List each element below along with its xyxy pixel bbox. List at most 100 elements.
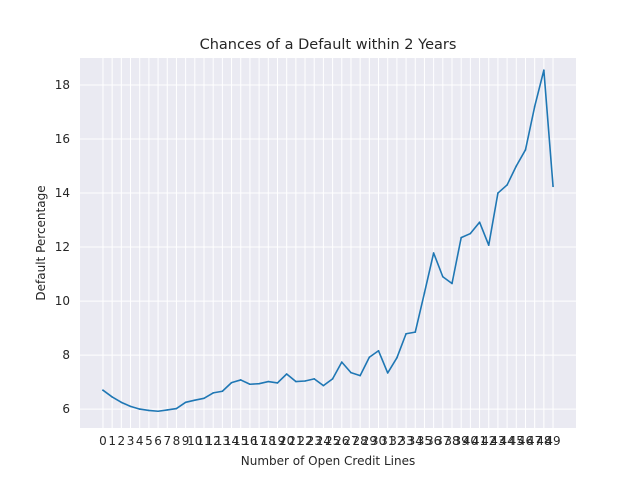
data-point xyxy=(497,192,499,194)
y-tick-label: 14 xyxy=(55,186,70,200)
data-point xyxy=(276,382,279,384)
y-tick-label: 6 xyxy=(62,402,70,416)
data-point xyxy=(340,361,343,363)
x-tick-label: 36 xyxy=(426,434,441,448)
data-point xyxy=(148,409,150,412)
data-point xyxy=(295,380,297,383)
x-tick-label: 1 xyxy=(108,434,116,448)
x-tick-label: 11 xyxy=(196,434,211,448)
x-tick-label: 18 xyxy=(261,434,276,448)
y-tick-label: 16 xyxy=(55,132,70,146)
data-point xyxy=(442,275,444,278)
data-point xyxy=(267,380,270,383)
x-tick-label: 15 xyxy=(233,434,248,448)
data-point xyxy=(432,252,435,254)
x-tick-label: 21 xyxy=(288,434,303,448)
data-point xyxy=(524,149,527,151)
x-tick-label: 5 xyxy=(145,434,153,448)
data-point xyxy=(423,292,426,294)
x-tick-label: 24 xyxy=(316,434,331,448)
data-point xyxy=(386,372,389,374)
x-tick-label: 33 xyxy=(398,434,413,448)
data-point xyxy=(249,383,251,386)
x-tick-label: 26 xyxy=(334,434,349,448)
x-tick-label: 23 xyxy=(307,434,322,448)
x-tick-label: 4 xyxy=(136,434,144,448)
data-point xyxy=(313,378,316,380)
data-point xyxy=(552,185,554,188)
x-tick-label: 9 xyxy=(182,434,190,448)
data-point xyxy=(102,389,104,391)
x-gridlines xyxy=(102,58,554,428)
data-point xyxy=(359,374,361,377)
x-tick-label: 8 xyxy=(173,434,181,448)
data-point xyxy=(111,396,113,398)
x-tick-label: 19 xyxy=(270,434,285,448)
data-point xyxy=(239,379,242,381)
x-tick-label: 20 xyxy=(279,434,294,448)
data-point xyxy=(543,69,545,71)
x-axis-label: Number of Open Credit Lines xyxy=(241,454,415,468)
x-tick-label: 41 xyxy=(472,434,487,448)
data-point xyxy=(350,371,352,374)
data-point xyxy=(460,236,462,239)
chart-title: Chances of a Default within 2 Years xyxy=(200,37,457,53)
data-point xyxy=(331,378,334,380)
x-tick-label: 13 xyxy=(215,434,230,448)
data-point xyxy=(414,331,417,333)
x-tick-label: 39 xyxy=(454,434,469,448)
x-tick-label: 30 xyxy=(371,434,386,448)
x-tick-label: 27 xyxy=(343,434,358,448)
data-point xyxy=(396,356,398,359)
data-point xyxy=(212,392,214,394)
data-point xyxy=(506,184,508,186)
x-tick-label: 42 xyxy=(481,434,496,448)
data-point xyxy=(377,349,380,352)
data-point xyxy=(405,332,407,335)
data-point xyxy=(175,407,178,410)
y-tick-label: 18 xyxy=(55,78,70,92)
x-tick-label: 40 xyxy=(463,434,478,448)
x-tick-label: 49 xyxy=(545,434,560,448)
x-tick-label: 12 xyxy=(206,434,221,448)
y-axis-label: Default Percentage xyxy=(34,185,48,300)
x-tick-label: 14 xyxy=(224,434,239,448)
data-point xyxy=(221,390,224,393)
x-tick-label: 17 xyxy=(251,434,266,448)
data-point xyxy=(203,397,205,400)
x-tick-label: 48 xyxy=(536,434,551,448)
x-tick-label: 7 xyxy=(163,434,171,448)
data-point xyxy=(166,409,169,411)
y-tick-label: 10 xyxy=(55,294,70,308)
x-tick-label: 34 xyxy=(408,434,423,448)
x-tick-label: 3 xyxy=(127,434,135,448)
x-tick-label: 16 xyxy=(242,434,257,448)
data-point xyxy=(478,221,481,223)
y-gridlines xyxy=(80,84,576,410)
data-point xyxy=(515,165,518,167)
data-point xyxy=(230,381,233,384)
x-tick-label: 43 xyxy=(490,434,505,448)
data-point xyxy=(194,399,196,401)
x-tick-label: 35 xyxy=(417,434,432,448)
data-point xyxy=(322,384,325,387)
x-tick-labels: 0 1 2 3 4 5 6 7 8 9101112131415161718192021222324… xyxy=(99,434,561,448)
data-point xyxy=(120,401,123,404)
data-point xyxy=(157,410,159,413)
data-point xyxy=(304,380,306,382)
x-tick-label: 10 xyxy=(187,434,202,448)
y-tick-labels: 6 8 10 12 14 16 18 xyxy=(55,78,70,416)
x-tick-label: 28 xyxy=(353,434,368,448)
x-tick-label: 47 xyxy=(527,434,542,448)
data-point xyxy=(285,373,288,375)
x-tick-label: 38 xyxy=(444,434,459,448)
data-point xyxy=(129,405,132,408)
x-tick-label: 32 xyxy=(389,434,404,448)
data-point xyxy=(469,232,472,235)
x-tick-label: 46 xyxy=(518,434,533,448)
data-point xyxy=(487,244,490,246)
y-tick-label: 8 xyxy=(62,348,70,362)
x-tick-label: 6 xyxy=(154,434,162,448)
data-point xyxy=(451,282,453,285)
